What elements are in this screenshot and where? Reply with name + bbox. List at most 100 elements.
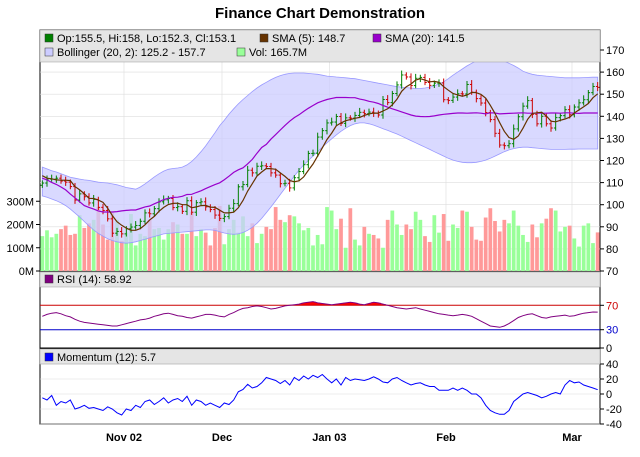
sma20-legend-swatch	[372, 33, 382, 43]
volume-bar	[385, 219, 390, 271]
candle	[525, 96, 530, 109]
volume-bar	[82, 227, 87, 271]
volume-bars	[40, 205, 600, 271]
volume-bar	[343, 247, 348, 271]
volume-bar	[311, 245, 315, 271]
volume-bar	[334, 229, 339, 271]
bollinger-legend-text: Bollinger (20, 2): 125.2 - 157.7	[57, 47, 206, 59]
volume-bar	[143, 236, 147, 271]
volume-bar	[521, 234, 525, 271]
volume-tick-label: 0M	[19, 266, 34, 278]
rsi-tick-label: 30	[606, 325, 618, 337]
volume-bar	[339, 218, 343, 271]
candle	[539, 111, 544, 128]
candle	[147, 208, 152, 218]
candle	[390, 90, 395, 107]
bollinger-legend-swatch	[44, 47, 54, 57]
candle	[427, 78, 432, 90]
momentum-axis: -40 -20 0 20 40	[600, 359, 622, 431]
volume-bar	[507, 223, 511, 271]
volume-bar	[502, 219, 507, 271]
volume-bar	[493, 221, 497, 271]
volume-bar	[367, 233, 371, 271]
volume-bar	[353, 239, 357, 271]
volume-bar	[577, 246, 581, 271]
sma5-legend-swatch	[259, 33, 269, 43]
candle	[283, 179, 287, 187]
volume-bar	[231, 219, 236, 271]
volume-bar	[381, 247, 385, 271]
volume-bar	[362, 226, 367, 271]
volume-bar	[189, 211, 194, 271]
candle	[586, 90, 591, 104]
candle	[507, 140, 511, 149]
volume-bar	[45, 230, 49, 271]
candle	[301, 160, 306, 175]
price-tick-label: 80	[606, 244, 618, 256]
candle	[199, 198, 203, 206]
candle	[241, 181, 245, 191]
candle	[511, 124, 516, 148]
candle	[577, 99, 581, 111]
date-tick-label: Jan 03	[312, 432, 346, 444]
volume-tick-label: 300M	[6, 196, 34, 208]
rsi-overbought-segment	[334, 304, 339, 306]
volume-bar	[572, 238, 577, 271]
rsi-overbought-fill	[292, 301, 386, 306]
candle	[292, 175, 297, 191]
volume-bar	[68, 234, 73, 271]
volume-bar	[530, 224, 535, 271]
volume-bar	[208, 245, 213, 271]
volume-bar	[297, 223, 301, 271]
rsi-overbought-segment	[348, 302, 353, 306]
candle	[217, 210, 222, 222]
candle	[245, 165, 250, 188]
candle	[516, 114, 521, 132]
volume-bar	[539, 223, 544, 271]
volume-bar	[54, 233, 59, 271]
volume-bar	[525, 241, 530, 271]
volume-bar	[535, 237, 539, 271]
volume-bar	[124, 232, 129, 271]
volume-bar	[73, 233, 77, 271]
candle	[451, 93, 455, 104]
candle	[278, 172, 283, 188]
price-tick-label: 160	[606, 67, 624, 79]
momentum-line	[42, 373, 598, 416]
volume-bar	[376, 238, 381, 271]
candle	[357, 107, 362, 119]
volume-bar	[427, 241, 432, 271]
candle	[381, 95, 385, 119]
volume-bar	[259, 233, 264, 271]
candle	[595, 82, 600, 92]
volume-bar	[119, 240, 124, 271]
volume-bar	[581, 225, 586, 271]
volume-bar	[91, 219, 96, 271]
volume-bar	[460, 210, 465, 271]
date-tick-label: Feb	[436, 432, 456, 444]
candle	[133, 221, 138, 230]
rsi-panel: 0 30 70 RSI (14): 58.92	[39, 271, 618, 355]
volume-bar	[586, 223, 591, 271]
volume-bar	[180, 233, 185, 271]
volume-bar	[147, 219, 152, 271]
volume-bar	[567, 225, 572, 271]
candle	[493, 116, 497, 138]
rsi-legend	[39, 271, 601, 288]
momentum-legend-swatch	[44, 352, 54, 362]
rsi-overbought-segment	[320, 303, 325, 306]
rsi-overbought-segment	[338, 303, 344, 306]
volume-bar	[255, 243, 259, 271]
volume-tick-label: 200M	[6, 220, 34, 232]
candle	[119, 227, 124, 238]
candle	[413, 73, 418, 89]
price-tick-label: 120	[606, 156, 624, 168]
volume-bar	[96, 207, 101, 271]
candle	[479, 95, 483, 106]
date-tick-label: Dec	[212, 432, 232, 444]
volume-bar	[171, 222, 175, 271]
candle	[549, 120, 553, 132]
volume-bar	[558, 231, 563, 271]
volume-bar	[315, 234, 320, 271]
